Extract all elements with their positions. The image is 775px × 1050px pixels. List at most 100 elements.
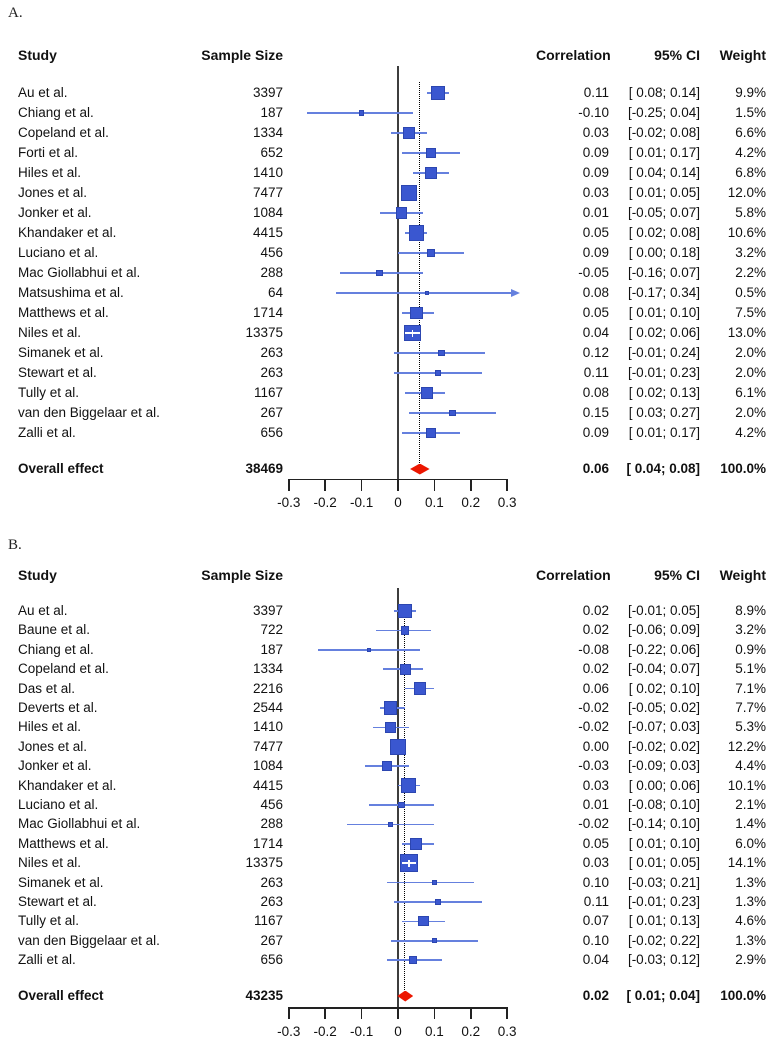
weight-value: 4.2% [735, 145, 766, 160]
ci-line [387, 881, 475, 884]
correlation-value: 0.10 [582, 874, 609, 890]
sample-size-value: 13375 [245, 855, 283, 871]
correlation-value: 0.07 [582, 913, 609, 929]
study-name: Copeland et al. [18, 125, 109, 140]
sample-size-value: 656 [260, 425, 283, 440]
overall-ci-value: [ 0.01; 0.04] [626, 988, 700, 1003]
effect-square [382, 761, 392, 772]
x-axis-tick [506, 1007, 508, 1019]
study-name: Zalli et al. [18, 425, 76, 440]
effect-square [401, 778, 417, 794]
correlation-value: 0.02 [582, 622, 609, 638]
weight-value: 2.0% [735, 365, 766, 380]
correlation-value: 0.05 [582, 225, 609, 240]
correlation-value: 0.09 [582, 245, 609, 260]
study-name: Chiang et al. [18, 105, 94, 120]
effect-square [385, 721, 397, 733]
sample-size-value: 652 [260, 145, 283, 160]
ci-value: [-0.25; 0.04] [627, 105, 700, 120]
study-name: Zalli et al. [18, 952, 76, 968]
weight-value: 6.1% [735, 385, 766, 400]
ci-value: [-0.04; 0.07] [627, 661, 700, 677]
sample-size-value: 4415 [252, 225, 283, 240]
correlation-value: 0.01 [582, 205, 609, 220]
weight-value: 2.0% [735, 345, 766, 360]
ci-value: [-0.02; 0.02] [627, 738, 700, 754]
study-name: Mac Giollabhui et al. [18, 265, 141, 280]
effect-square [424, 166, 437, 180]
correlation-value: 0.00 [582, 738, 609, 754]
overall-weight-value: 100.0% [720, 461, 766, 476]
overall-correlation-value: 0.06 [582, 461, 609, 476]
weight-value: 10.1% [727, 777, 766, 793]
x-axis-tick [397, 1007, 399, 1019]
ci-value: [ 0.02; 0.10] [628, 680, 700, 696]
ci-value: [-0.07; 0.03] [627, 719, 700, 735]
ci-value: [ 0.04; 0.14] [628, 165, 700, 180]
sample-size-value: 1084 [252, 205, 283, 220]
sample-size-value: 2216 [252, 680, 283, 696]
ci-value: [ 0.00; 0.06] [628, 777, 700, 793]
overall-sample-size-value: 38469 [245, 461, 283, 476]
study-name: Au et al. [18, 85, 68, 100]
effect-square [421, 387, 433, 399]
correlation-value: 0.05 [582, 835, 609, 851]
correlation-value: 0.11 [583, 85, 609, 100]
effect-square [384, 701, 398, 715]
correlation-value: 0.09 [582, 425, 609, 440]
study-name: Jonker et al. [18, 205, 92, 220]
overall-label: Overall effect [18, 988, 104, 1003]
weight-value: 4.4% [735, 758, 766, 774]
ci-value: [ 0.01; 0.05] [628, 185, 700, 200]
correlation-value: 0.03 [582, 777, 609, 793]
column-header-study: Study [18, 567, 57, 583]
column-header-study: Study [18, 47, 57, 63]
effect-square [358, 110, 365, 116]
weight-value: 3.2% [735, 622, 766, 638]
overall-diamond [410, 463, 430, 475]
x-axis-tick [470, 1007, 472, 1019]
study-name: Matthews et al. [18, 305, 109, 320]
ci-value: [-0.01; 0.23] [627, 894, 700, 909]
study-name: Deverts et al. [18, 700, 98, 715]
zero-reference-line [397, 588, 399, 1007]
ci-value: [ 0.01; 0.05] [628, 855, 700, 871]
effect-square [395, 207, 408, 219]
weight-value: 2.0% [735, 405, 766, 420]
study-name: Mac Giollabhui et al. [18, 816, 141, 832]
x-axis-tick-label: -0.1 [349, 495, 374, 510]
sample-size-value: 1167 [253, 385, 283, 400]
study-name: Niles et al. [18, 855, 82, 871]
column-header-sample-size: Sample Size [201, 567, 283, 583]
weight-value: 13.0% [727, 325, 766, 340]
x-axis-tick [288, 1007, 290, 1019]
x-axis-tick-label: 0.1 [425, 495, 444, 510]
correlation-value: 0.02 [582, 661, 609, 677]
overall-dotted-line [404, 604, 406, 990]
study-name: Baune et al. [18, 622, 91, 638]
x-axis-tick-label: 0 [394, 495, 402, 510]
effect-square [389, 738, 407, 755]
study-name: Luciano et al. [18, 245, 99, 260]
study-name: Forti et al. [18, 145, 79, 160]
ci-value: [-0.06; 0.09] [627, 622, 700, 638]
ci-value: [-0.03; 0.21] [627, 874, 700, 890]
weight-value: 7.7% [735, 700, 766, 715]
sample-size-value: 1334 [252, 125, 283, 140]
weight-value: 6.6% [735, 125, 766, 140]
study-name: Stewart et al. [18, 894, 97, 909]
sample-size-value: 1410 [252, 719, 283, 735]
ci-value: [-0.02; 0.22] [627, 932, 700, 948]
correlation-value: 0.11 [583, 365, 609, 380]
x-axis-tick [324, 478, 326, 491]
weight-value: 1.4% [735, 816, 766, 832]
sample-size-value: 3397 [252, 603, 283, 618]
ci-value: [-0.03; 0.12] [627, 952, 700, 968]
column-header-ci: 95% CI [654, 47, 700, 63]
ci-value: [-0.08; 0.10] [627, 797, 700, 812]
weight-value: 14.1% [727, 855, 766, 871]
sample-size-value: 13375 [245, 325, 283, 340]
correlation-value: 0.03 [582, 125, 609, 140]
effect-square [425, 148, 436, 158]
sample-size-value: 1334 [252, 661, 283, 677]
